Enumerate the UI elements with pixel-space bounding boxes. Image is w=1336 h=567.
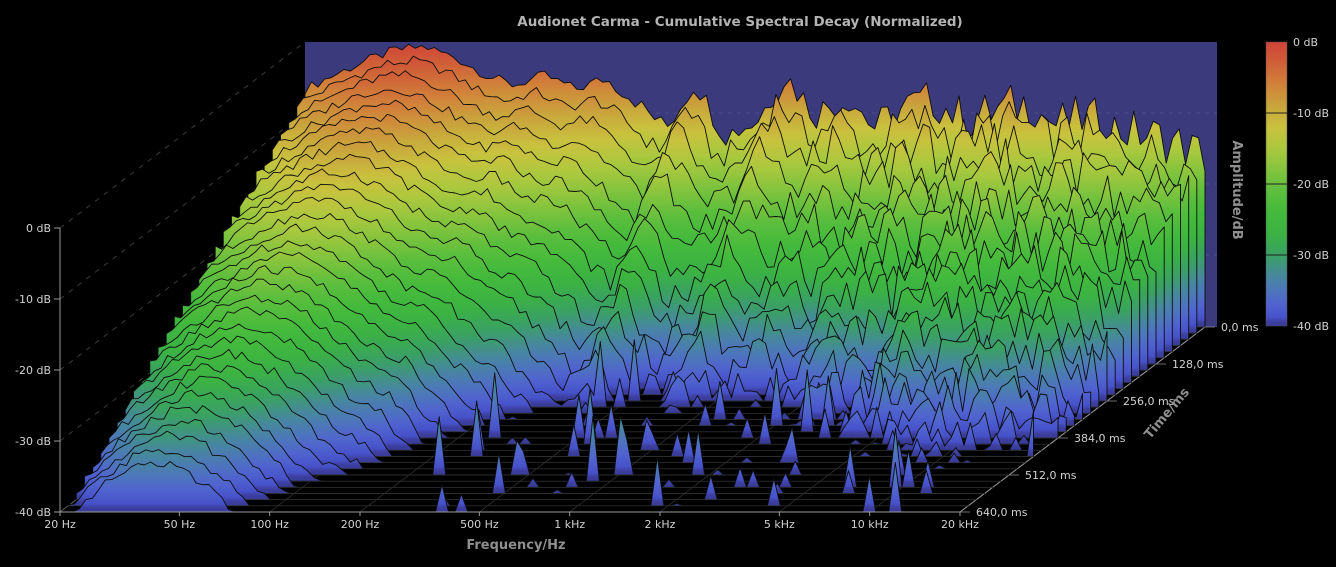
amplitude-axis-label: Amplitude/dB xyxy=(1229,140,1244,239)
time-tick-label: 128,0 ms xyxy=(1172,358,1224,371)
freq-tick-label: 5 kHz xyxy=(764,518,795,531)
freq-tick-label: 20 kHz xyxy=(941,518,979,531)
colorbar-tick-label: -20 dB xyxy=(1293,178,1329,191)
time-axis-label: Time/ms xyxy=(1142,385,1193,442)
freq-tick-label: 1 kHz xyxy=(554,518,585,531)
freq-tick-label: 200 Hz xyxy=(341,518,380,531)
amp-tick-label: -30 dB xyxy=(15,435,51,448)
freq-tick-label: 50 Hz xyxy=(164,518,196,531)
frequency-axis-label: Frequency/Hz xyxy=(466,538,565,553)
time-tick-label: 512,0 ms xyxy=(1025,469,1077,482)
chart-title: Audionet Carma - Cumulative Spectral Dec… xyxy=(517,14,962,30)
freq-tick-label: 10 kHz xyxy=(851,518,889,531)
csd-generated-layers: 20 Hz 50 Hz 100 Hz 200 Hz 500 Hz 1 kHz 2 kHz 5 … xyxy=(15,36,1329,531)
amp-tick-label: -40 dB xyxy=(15,506,51,519)
freq-tick-label: 20 Hz xyxy=(44,518,76,531)
time-tick-label: 0,0 ms xyxy=(1221,321,1259,334)
amp-tick-label: -10 dB xyxy=(15,293,51,306)
colorbar-tick-label: 0 dB xyxy=(1293,36,1318,49)
amplitude-gridline-dashed xyxy=(59,41,306,229)
amp-tick-label: 0 dB xyxy=(26,222,51,235)
time-tick-label: 384,0 ms xyxy=(1074,432,1126,445)
colorbar-tick-label: -40 dB xyxy=(1293,320,1329,333)
freq-tick-label: 2 kHz xyxy=(645,518,676,531)
time-tick-label: 256,0 ms xyxy=(1123,395,1175,408)
csd-slice xyxy=(149,306,1051,445)
colorbar-tick-label: -30 dB xyxy=(1293,249,1329,262)
amplitude-gridline-dashed xyxy=(59,112,306,300)
amp-tick-label: -20 dB xyxy=(15,364,51,377)
time-tick-label: 640,0 ms xyxy=(976,506,1028,519)
csd-slice xyxy=(124,348,1026,464)
freq-tick-label: 100 Hz xyxy=(250,518,289,531)
freq-tick-label: 500 Hz xyxy=(460,518,499,531)
colorbar-tick-label: -10 dB xyxy=(1293,107,1329,120)
